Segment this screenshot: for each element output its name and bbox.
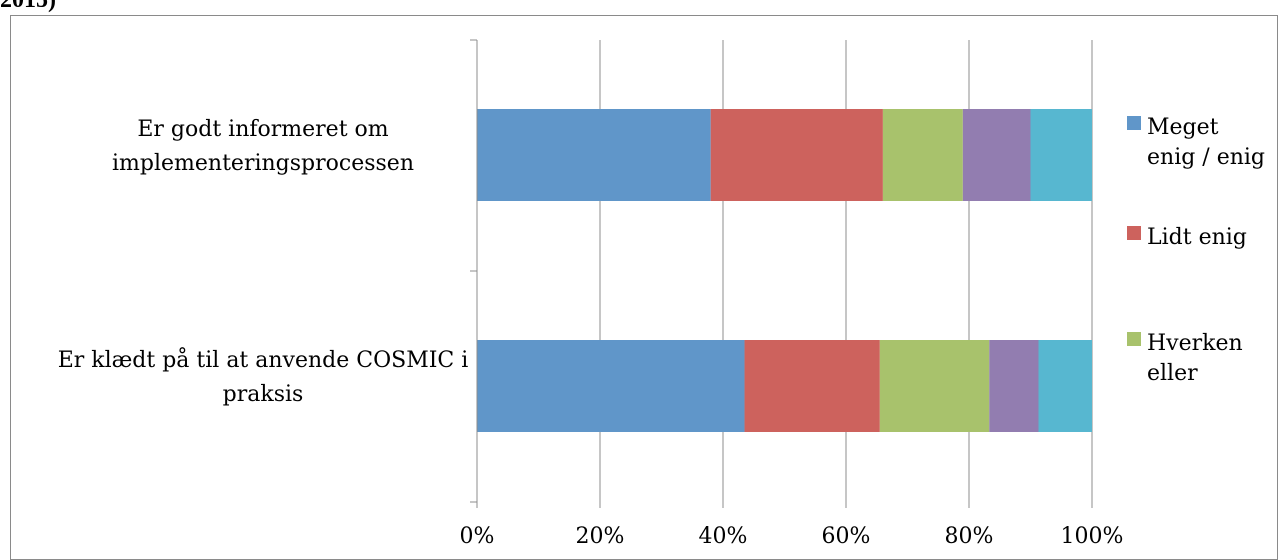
- page-heading: 2015): [0, 0, 56, 13]
- legend-swatch: [1127, 226, 1141, 240]
- legend-label: Lidt enig: [1147, 225, 1247, 250]
- bar-segment: [477, 109, 711, 201]
- bar-segment: [744, 340, 880, 432]
- category-label: Er godt informeret om: [137, 117, 388, 142]
- labels-layer: 0% 20% 40% 60% 80% 100% Er godt informeret om i…: [58, 117, 1124, 549]
- bars-layer: [477, 109, 1092, 432]
- legend-layer: Meget enig / enig Lidt enig Hverken eller: [1127, 115, 1265, 386]
- bar-segment: [477, 340, 745, 432]
- x-tick-label: 20%: [576, 524, 625, 549]
- x-tick-label: 80%: [945, 524, 994, 549]
- bar-segment: [989, 340, 1039, 432]
- category-label: Er klædt på til at anvende COSMIC i: [58, 346, 469, 373]
- legend-label: enig / enig: [1147, 145, 1265, 170]
- category-label: praksis: [223, 382, 304, 407]
- category-label: implementeringsprocessen: [112, 151, 414, 176]
- legend-swatch: [1127, 332, 1141, 346]
- x-tick-label: 40%: [699, 524, 748, 549]
- legend-label: Meget: [1147, 115, 1219, 140]
- bar-segment: [882, 109, 963, 201]
- bar-segment: [1030, 109, 1092, 201]
- bar-segment: [879, 340, 990, 432]
- chart-frame: [10, 15, 1278, 560]
- axis-layer: [470, 39, 1093, 508]
- x-tick-label: 100%: [1061, 524, 1124, 549]
- x-tick-label: 60%: [822, 524, 871, 549]
- legend-label: eller: [1147, 361, 1198, 386]
- bar-segment: [1038, 340, 1092, 432]
- legend-label: Hverken: [1147, 331, 1243, 356]
- x-tick-label: 0%: [460, 524, 495, 549]
- bar-segment: [962, 109, 1031, 201]
- legend-swatch: [1127, 116, 1141, 130]
- bar-segment: [710, 109, 883, 201]
